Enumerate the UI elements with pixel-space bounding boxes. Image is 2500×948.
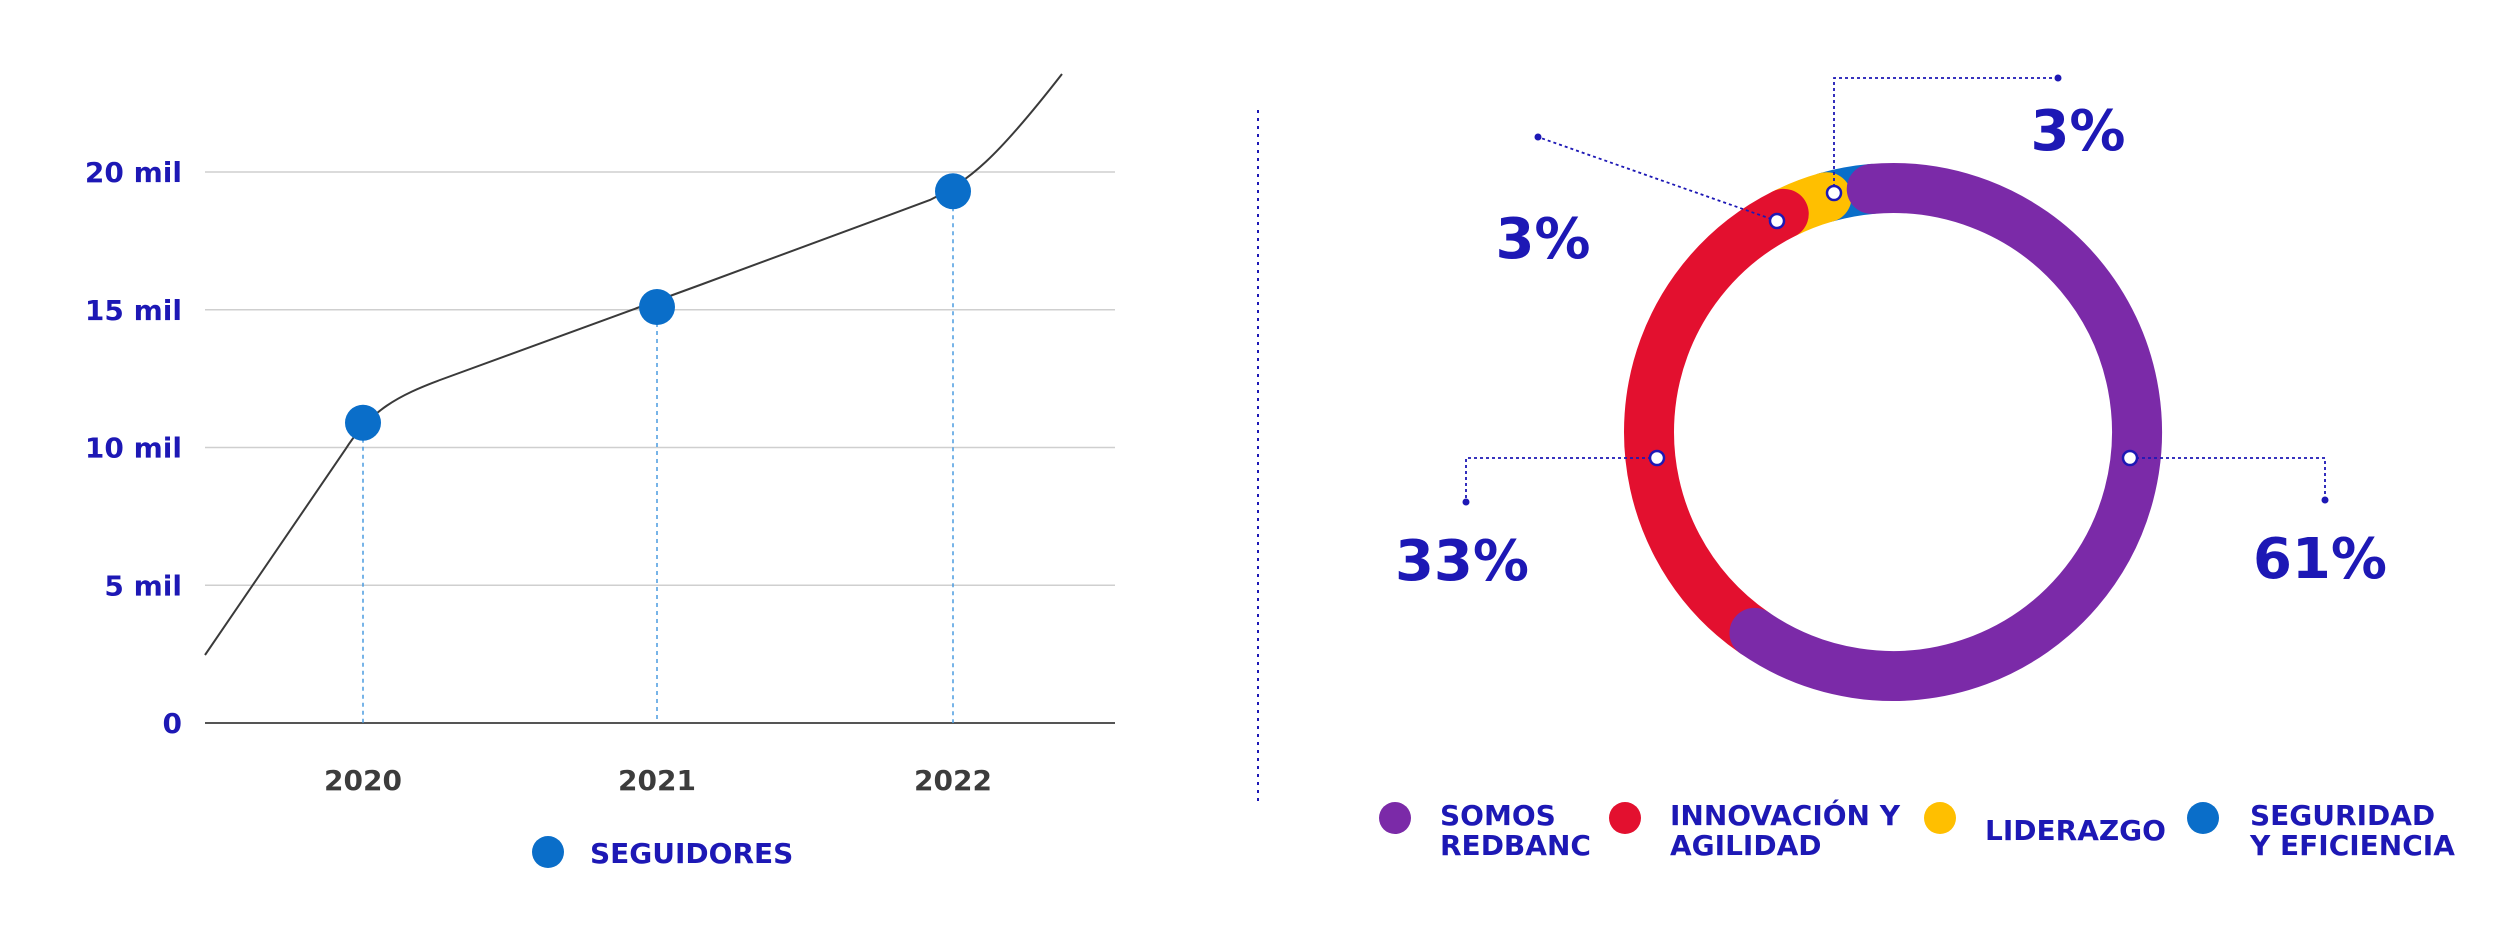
y-tick-label: 5 mil xyxy=(104,569,182,602)
slice-marker xyxy=(1768,212,1786,230)
x-tick-label: 2021 xyxy=(618,764,696,797)
callout-end-dot xyxy=(1534,133,1542,141)
legend-marker xyxy=(2187,802,2219,834)
slice-percent-label: 61% xyxy=(2253,527,2387,592)
callout-end-dot xyxy=(2321,496,2329,504)
callout-leader xyxy=(1537,136,1778,222)
y-tick-label: 10 mil xyxy=(85,432,182,465)
data-points xyxy=(345,173,971,441)
legend-label: REDBANC xyxy=(1440,829,1591,862)
callout-leader xyxy=(1833,77,2058,193)
seguidores-legend-marker xyxy=(532,836,564,868)
slice-percent-label: 3% xyxy=(1495,207,1590,272)
x-tick-label: 2022 xyxy=(914,764,992,797)
data-point xyxy=(935,173,971,210)
slice-marker xyxy=(1648,449,1666,467)
legend-marker xyxy=(1609,802,1641,834)
x-axis-ticks: 2020 2021 2022 xyxy=(324,764,992,797)
legend-label: LIDERAZGO xyxy=(1985,814,2166,847)
legend-label: Y EFICIENCIA xyxy=(2249,829,2455,862)
seguidores-legend-label: SEGUIDORES xyxy=(590,837,793,870)
legend-label: SEGURIDAD xyxy=(2250,799,2435,832)
followers-line-chart: 0 5 mil 10 mil 15 mil 20 mil 2020 2021 2022 SE… xyxy=(85,73,1115,870)
donut-slice xyxy=(1729,163,2162,701)
callout-end-dot xyxy=(2054,74,2062,82)
slice-percent-label: 3% xyxy=(2030,99,2125,164)
point-drop-lines xyxy=(362,191,954,723)
gridlines xyxy=(205,171,1115,724)
legend-label: AGILIDAD xyxy=(1670,829,1821,862)
data-point xyxy=(345,404,381,441)
legend-marker xyxy=(1379,802,1411,834)
legend-label: SOMOS xyxy=(1440,799,1556,832)
donut-slices xyxy=(1624,163,2162,701)
y-axis-ticks: 0 5 mil 10 mil 15 mil 20 mil xyxy=(85,156,182,740)
x-tick-label: 2020 xyxy=(324,764,402,797)
slice-callouts xyxy=(1462,74,2329,506)
followers-trend-line xyxy=(204,73,1063,656)
callout-leader xyxy=(2130,457,2326,500)
data-point xyxy=(639,288,675,325)
y-tick-label: 20 mil xyxy=(85,156,182,189)
slice-marker xyxy=(2121,449,2139,467)
donut-slice xyxy=(1624,188,1809,658)
slice-percent-labels: 61% 33% 3% 3% xyxy=(1395,99,2387,594)
y-tick-label: 15 mil xyxy=(85,294,182,327)
slice-percent-label: 33% xyxy=(1395,529,1529,594)
y-tick-label: 0 xyxy=(163,707,182,740)
legend-marker xyxy=(1924,802,1956,834)
legend-label: INNOVACIÓN Y xyxy=(1670,798,1901,832)
callout-end-dot xyxy=(1462,498,1470,506)
slice-marker xyxy=(1825,184,1843,202)
